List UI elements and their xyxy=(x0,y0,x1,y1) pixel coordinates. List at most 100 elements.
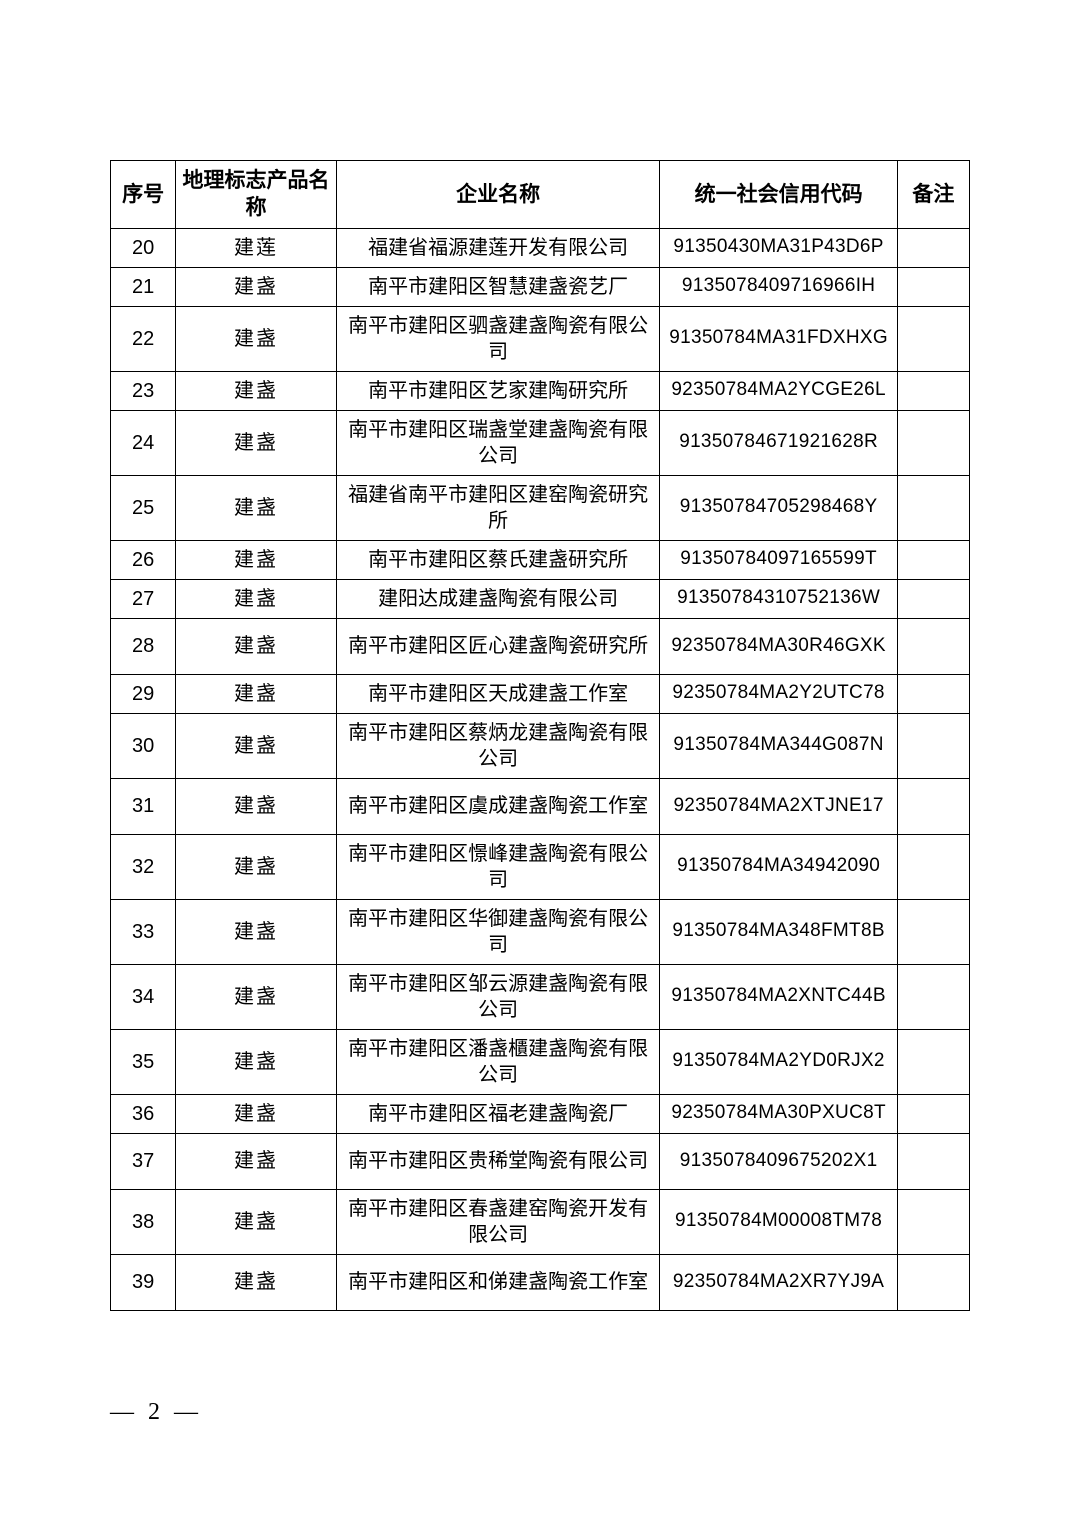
cell-remark xyxy=(897,899,969,964)
cell-remark xyxy=(897,371,969,410)
cell-company: 南平市建阳区春盏建窑陶瓷开发有限公司 xyxy=(336,1189,660,1254)
geo-indication-table: 序号 地理标志产品名称 企业名称 统一社会信用代码 备注 20建莲福建省福源建莲… xyxy=(110,160,970,1311)
cell-geo: 建莲 xyxy=(176,228,337,267)
cell-geo: 建盏 xyxy=(176,899,337,964)
cell-code: 91350784MA2YD0RJX2 xyxy=(660,1029,897,1094)
header-seq: 序号 xyxy=(111,161,176,229)
cell-company: 福建省福源建莲开发有限公司 xyxy=(336,228,660,267)
cell-code: 91350784MA31FDXHXG xyxy=(660,306,897,371)
cell-company: 南平市建阳区虞成建盏陶瓷工作室 xyxy=(336,778,660,834)
cell-geo: 建盏 xyxy=(176,1094,337,1133)
cell-code: 91350430MA31P43D6P xyxy=(660,228,897,267)
cell-geo: 建盏 xyxy=(176,674,337,713)
cell-code: 92350784MA2YCGE26L xyxy=(660,371,897,410)
cell-code: 92350784MA30R46GXK xyxy=(660,618,897,674)
cell-code: 91350784MA34942090 xyxy=(660,834,897,899)
cell-geo: 建盏 xyxy=(176,579,337,618)
cell-seq: 38 xyxy=(111,1189,176,1254)
cell-remark xyxy=(897,778,969,834)
cell-geo: 建盏 xyxy=(176,713,337,778)
cell-geo: 建盏 xyxy=(176,410,337,475)
table-row: 24建盏南平市建阳区瑞盏堂建盏陶瓷有限公司91350784671921628R xyxy=(111,410,970,475)
cell-code: 92350784MA30PXUC8T xyxy=(660,1094,897,1133)
cell-remark xyxy=(897,618,969,674)
cell-company: 福建省南平市建阳区建窑陶瓷研究所 xyxy=(336,475,660,540)
cell-remark xyxy=(897,1094,969,1133)
cell-seq: 36 xyxy=(111,1094,176,1133)
cell-geo: 建盏 xyxy=(176,540,337,579)
cell-company: 南平市建阳区瑞盏堂建盏陶瓷有限公司 xyxy=(336,410,660,475)
table-row: 25建盏福建省南平市建阳区建窑陶瓷研究所91350784705298468Y xyxy=(111,475,970,540)
cell-code: 92350784MA2XTJNE17 xyxy=(660,778,897,834)
cell-code: 9135078409675202X1 xyxy=(660,1133,897,1189)
table-row: 35建盏南平市建阳区潘盏櫃建盏陶瓷有限公司91350784MA2YD0RJX2 xyxy=(111,1029,970,1094)
table-row: 20建莲福建省福源建莲开发有限公司91350430MA31P43D6P xyxy=(111,228,970,267)
cell-seq: 28 xyxy=(111,618,176,674)
table-row: 22建盏南平市建阳区驷盏建盏陶瓷有限公司91350784MA31FDXHXG xyxy=(111,306,970,371)
cell-seq: 26 xyxy=(111,540,176,579)
page-number: — 2 — xyxy=(110,1399,202,1426)
cell-seq: 29 xyxy=(111,674,176,713)
cell-seq: 32 xyxy=(111,834,176,899)
cell-geo: 建盏 xyxy=(176,306,337,371)
table-row: 27建盏建阳达成建盏陶瓷有限公司91350784310752136W xyxy=(111,579,970,618)
cell-geo: 建盏 xyxy=(176,778,337,834)
cell-remark xyxy=(897,579,969,618)
cell-company: 南平市建阳区潘盏櫃建盏陶瓷有限公司 xyxy=(336,1029,660,1094)
cell-company: 南平市建阳区和俤建盏陶瓷工作室 xyxy=(336,1254,660,1310)
table-row: 37建盏南平市建阳区贵稀堂陶瓷有限公司9135078409675202X1 xyxy=(111,1133,970,1189)
cell-remark xyxy=(897,306,969,371)
cell-code: 92350784MA2XR7YJ9A xyxy=(660,1254,897,1310)
table-row: 30建盏南平市建阳区蔡炳龙建盏陶瓷有限公司91350784MA344G087N xyxy=(111,713,970,778)
cell-remark xyxy=(897,475,969,540)
cell-code: 92350784MA2Y2UTC78 xyxy=(660,674,897,713)
cell-seq: 30 xyxy=(111,713,176,778)
cell-code: 91350784MA344G087N xyxy=(660,713,897,778)
cell-code: 91350784671921628R xyxy=(660,410,897,475)
cell-code: 91350784097165599T xyxy=(660,540,897,579)
cell-code: 91350784MA2XNTC44B xyxy=(660,964,897,1029)
cell-code: 91350784M00008TM78 xyxy=(660,1189,897,1254)
cell-company: 南平市建阳区蔡炳龙建盏陶瓷有限公司 xyxy=(336,713,660,778)
header-remark: 备注 xyxy=(897,161,969,229)
cell-seq: 24 xyxy=(111,410,176,475)
cell-geo: 建盏 xyxy=(176,267,337,306)
cell-seq: 21 xyxy=(111,267,176,306)
cell-remark xyxy=(897,1133,969,1189)
cell-seq: 37 xyxy=(111,1133,176,1189)
cell-company: 南平市建阳区贵稀堂陶瓷有限公司 xyxy=(336,1133,660,1189)
cell-geo: 建盏 xyxy=(176,1189,337,1254)
cell-seq: 20 xyxy=(111,228,176,267)
table-row: 31建盏南平市建阳区虞成建盏陶瓷工作室92350784MA2XTJNE17 xyxy=(111,778,970,834)
cell-remark xyxy=(897,410,969,475)
cell-company: 南平市建阳区驷盏建盏陶瓷有限公司 xyxy=(336,306,660,371)
cell-geo: 建盏 xyxy=(176,371,337,410)
cell-company: 南平市建阳区邹云源建盏陶瓷有限公司 xyxy=(336,964,660,1029)
cell-company: 南平市建阳区匠心建盏陶瓷研究所 xyxy=(336,618,660,674)
cell-company: 南平市建阳区智慧建盏瓷艺厂 xyxy=(336,267,660,306)
cell-seq: 25 xyxy=(111,475,176,540)
cell-remark xyxy=(897,674,969,713)
cell-remark xyxy=(897,540,969,579)
cell-remark xyxy=(897,834,969,899)
cell-remark xyxy=(897,713,969,778)
table-row: 32建盏南平市建阳区憬峰建盏陶瓷有限公司91350784MA34942090 xyxy=(111,834,970,899)
table-row: 21建盏南平市建阳区智慧建盏瓷艺厂9135078409716966IH xyxy=(111,267,970,306)
table-row: 38建盏南平市建阳区春盏建窑陶瓷开发有限公司91350784M00008TM78 xyxy=(111,1189,970,1254)
table-header-row: 序号 地理标志产品名称 企业名称 统一社会信用代码 备注 xyxy=(111,161,970,229)
cell-company: 南平市建阳区天成建盏工作室 xyxy=(336,674,660,713)
table-row: 29建盏南平市建阳区天成建盏工作室92350784MA2Y2UTC78 xyxy=(111,674,970,713)
cell-geo: 建盏 xyxy=(176,834,337,899)
cell-company: 南平市建阳区艺家建陶研究所 xyxy=(336,371,660,410)
cell-seq: 31 xyxy=(111,778,176,834)
cell-company: 南平市建阳区华御建盏陶瓷有限公司 xyxy=(336,899,660,964)
cell-remark xyxy=(897,1189,969,1254)
cell-code: 9135078409716966IH xyxy=(660,267,897,306)
cell-geo: 建盏 xyxy=(176,1029,337,1094)
cell-geo: 建盏 xyxy=(176,475,337,540)
cell-remark xyxy=(897,964,969,1029)
cell-geo: 建盏 xyxy=(176,618,337,674)
cell-seq: 35 xyxy=(111,1029,176,1094)
cell-seq: 34 xyxy=(111,964,176,1029)
cell-geo: 建盏 xyxy=(176,1254,337,1310)
